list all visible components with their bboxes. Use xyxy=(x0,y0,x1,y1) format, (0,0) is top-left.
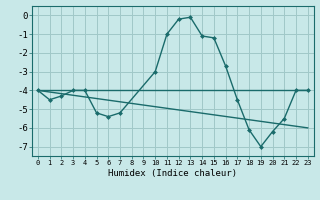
X-axis label: Humidex (Indice chaleur): Humidex (Indice chaleur) xyxy=(108,169,237,178)
